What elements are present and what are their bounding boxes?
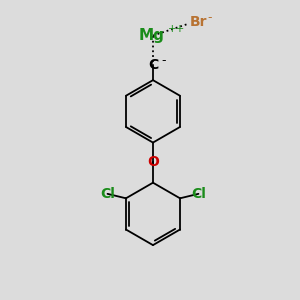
Text: -: - <box>207 11 211 24</box>
Text: O: O <box>147 155 159 169</box>
Text: Br: Br <box>190 15 208 29</box>
Text: Cl: Cl <box>100 187 115 201</box>
Text: ++: ++ <box>168 24 185 34</box>
Text: Mg: Mg <box>139 28 164 43</box>
Text: Cl: Cl <box>191 187 206 201</box>
Text: C: C <box>148 58 159 72</box>
Text: -: - <box>161 54 166 67</box>
